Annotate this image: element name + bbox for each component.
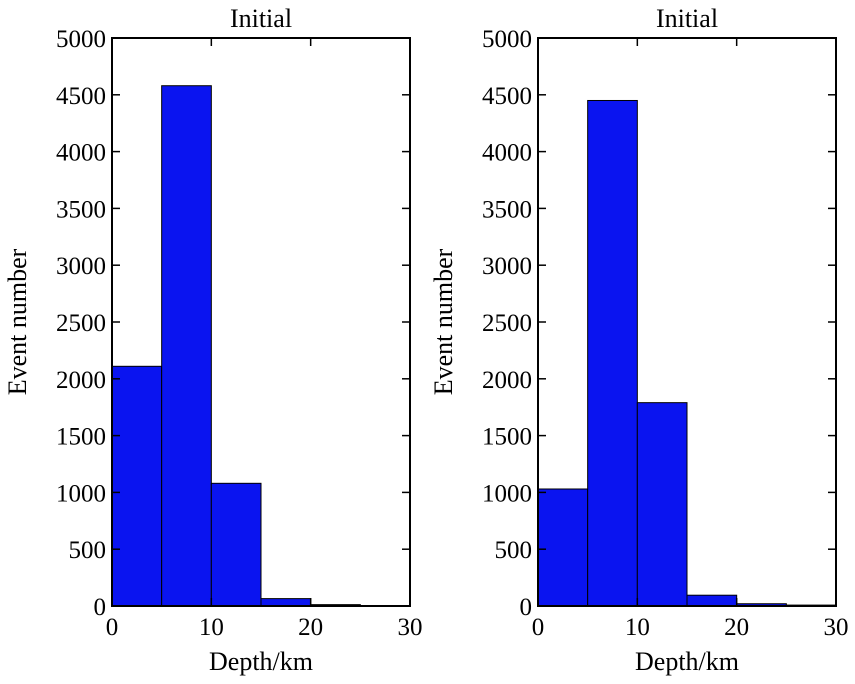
y-tick-label: 3000 (482, 253, 532, 280)
histogram-right: 0 500 1000 1500 2000 2500 3000 3500 4000 4500 5000… (429, 4, 849, 676)
bar-10-15 (636, 402, 688, 607)
bar-5-10 (161, 85, 212, 607)
y-tick-label: 5000 (482, 26, 532, 53)
x-tick-label: 20 (724, 614, 749, 641)
y-tick-label: 4000 (56, 140, 106, 167)
y-tick-label: 500 (69, 537, 107, 564)
histogram-left: 0 500 1000 1500 2000 2500 3000 3500 4000 4500 5000… (3, 4, 423, 676)
y-tick-label: 1500 (56, 424, 106, 451)
y-tick-label: 2500 (482, 310, 532, 337)
x-tick-label: 20 (298, 614, 323, 641)
y-tick-label: 5000 (56, 26, 106, 53)
bar-0-5 (111, 365, 163, 607)
y-tick-label: 2500 (56, 310, 106, 337)
y-tick-label: 500 (495, 537, 533, 564)
bar-5-10 (587, 99, 638, 607)
y-tick-label: 2000 (482, 367, 532, 394)
y-tick-label: 3500 (482, 196, 532, 223)
y-axis-label: Event number (429, 248, 458, 395)
x-axis-label: Depth/km (635, 647, 739, 676)
y-tick-label: 0 (520, 594, 533, 621)
y-tick-label: 2000 (56, 367, 106, 394)
bar-15-20 (260, 598, 312, 607)
bar-0-5 (537, 488, 589, 607)
x-axis-label: Depth/km (209, 647, 313, 676)
y-tick-label: 4500 (482, 83, 532, 110)
y-tick-label: 3500 (56, 196, 106, 223)
y-tick-label: 4000 (482, 140, 532, 167)
x-tick-label: 0 (532, 614, 545, 641)
y-tick-label: 1500 (482, 424, 532, 451)
bar-10-15 (210, 482, 262, 607)
y-tick-label: 0 (94, 594, 107, 621)
x-tick-label: 30 (398, 614, 423, 641)
y-tick-label: 3000 (56, 253, 106, 280)
x-tick-label: 30 (824, 614, 849, 641)
chart-title: Initial (656, 4, 718, 33)
y-tick-label: 1000 (482, 480, 532, 507)
x-tick-label: 0 (106, 614, 119, 641)
x-tick-label: 10 (199, 614, 224, 641)
y-tick-label: 4500 (56, 83, 106, 110)
y-axis-label: Event number (3, 248, 32, 395)
x-tick-label: 10 (625, 614, 650, 641)
y-tick-label: 1000 (56, 480, 106, 507)
chart-title: Initial (230, 4, 292, 33)
bar-15-20 (686, 594, 738, 607)
